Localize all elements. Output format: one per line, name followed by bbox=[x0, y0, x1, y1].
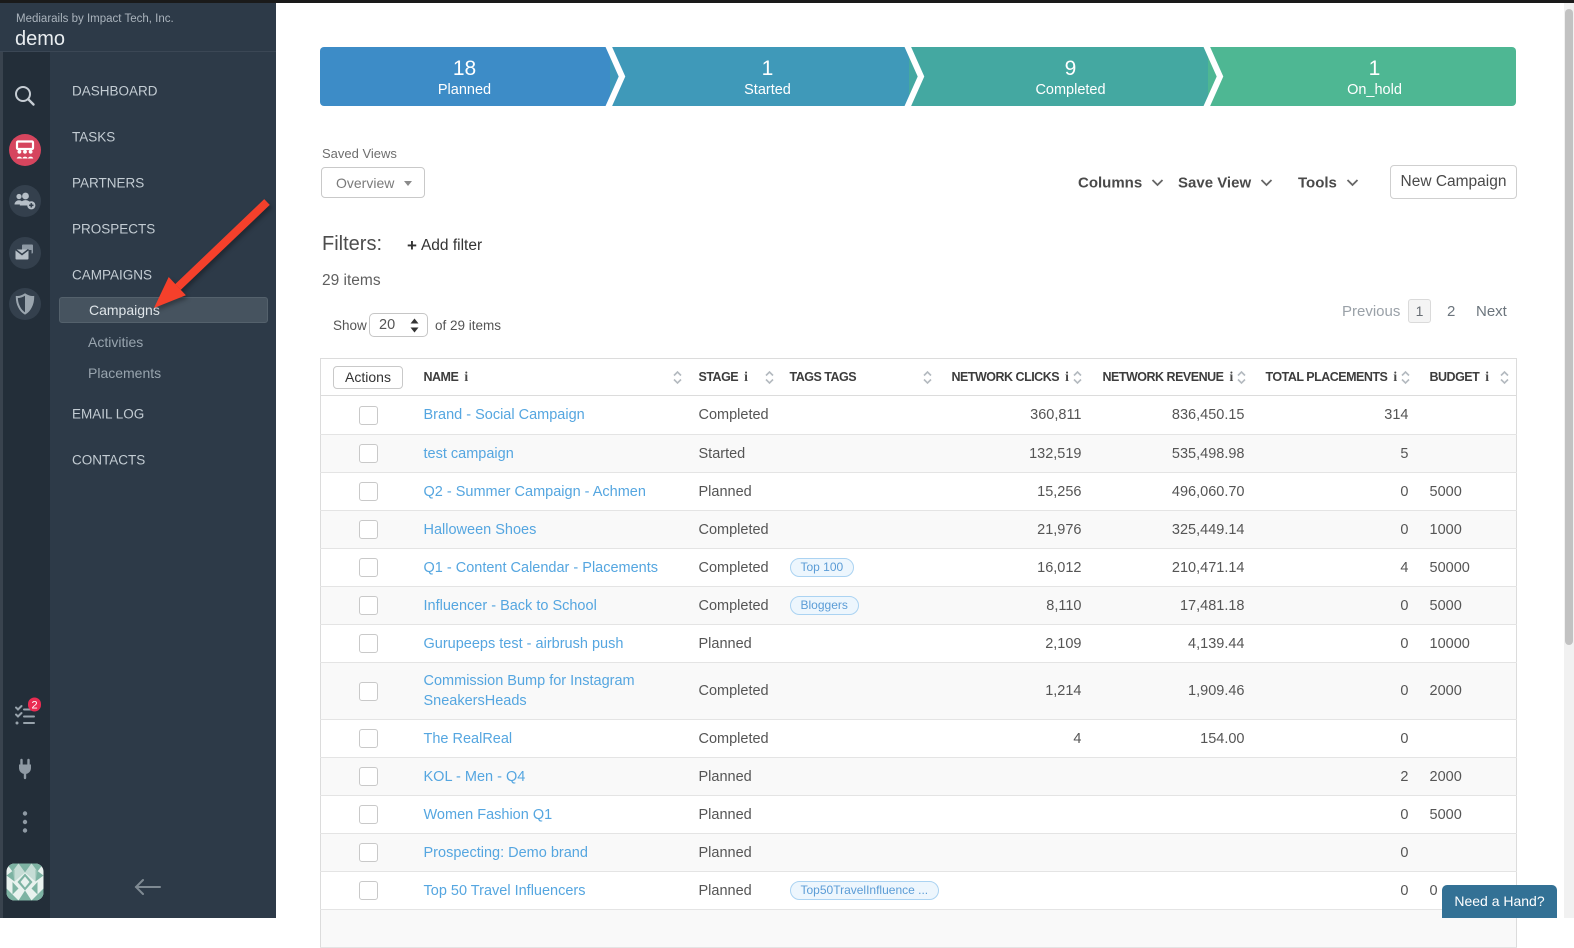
svg-text:2: 2 bbox=[31, 699, 37, 711]
